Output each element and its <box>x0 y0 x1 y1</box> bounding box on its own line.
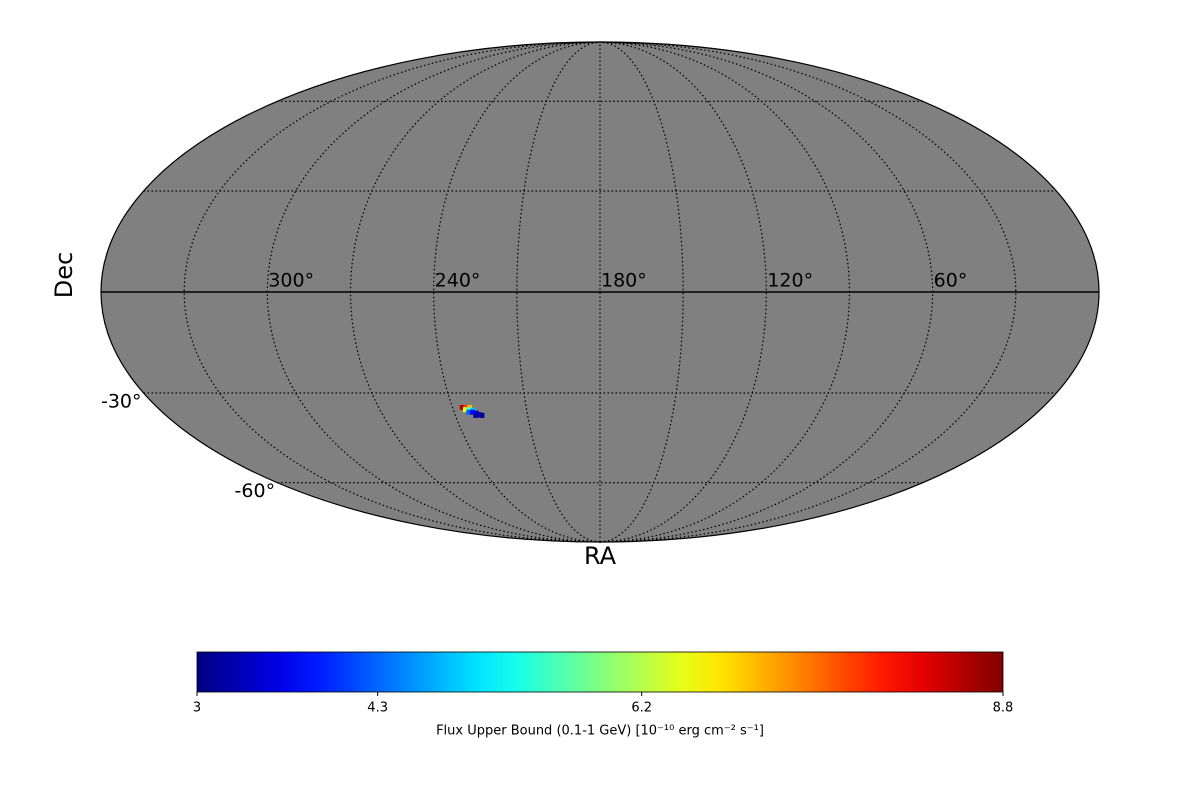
x-tick-label: 240° <box>435 270 481 292</box>
sky-pixel <box>466 407 472 413</box>
meridian-grid-line <box>599 41 767 543</box>
x-tick-label: 120° <box>767 270 813 292</box>
meridian-grid-line <box>433 41 601 543</box>
y-tick-label: -30° <box>101 390 142 412</box>
sky-boundary <box>100 41 1100 543</box>
sky-pixel <box>479 412 485 418</box>
y-axis-label: Dec <box>50 252 78 298</box>
sky-pixel <box>469 409 475 415</box>
meridian-grid-line <box>183 41 601 543</box>
sky-pixel <box>459 404 465 410</box>
colorbar-tick-label: 8.8 <box>993 701 1014 716</box>
sky-pixel <box>473 412 479 418</box>
x-tick-label: 60° <box>934 270 968 292</box>
colorbar-tick-label: 4.3 <box>367 701 388 716</box>
x-tick-label: 300° <box>268 270 314 292</box>
sky-pixel <box>476 412 482 418</box>
colorbar-label: Flux Upper Bound (0.1-1 GeV) [10⁻¹⁰ erg … <box>436 724 764 739</box>
x-tick-label: 180° <box>601 270 647 292</box>
y-tick-label: -60° <box>235 480 276 502</box>
colorbar <box>196 651 1004 693</box>
sky-pixel <box>462 407 468 413</box>
sky-pixel <box>466 409 472 415</box>
x-axis-label: RA <box>584 542 617 570</box>
colorbar-tick-label: 3 <box>193 701 201 716</box>
colorbar-tick-label: 6.2 <box>631 701 652 716</box>
